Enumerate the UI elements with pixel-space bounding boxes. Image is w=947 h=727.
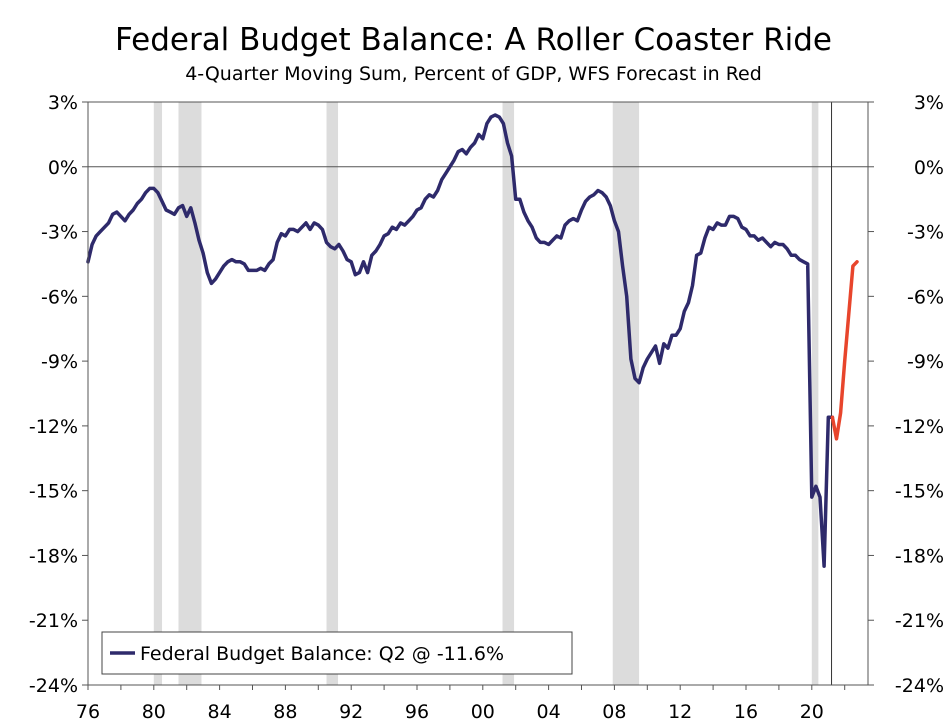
y-tick-label-right: 3% (914, 92, 944, 114)
x-tick-label: 96 (405, 701, 429, 723)
y-tick-label-left: -18% (29, 545, 78, 567)
x-tick-label: 20 (800, 701, 824, 723)
legend-label: Federal Budget Balance: Q2 @ -11.6% (140, 643, 504, 665)
legend-box (101, 631, 573, 675)
x-tick-label: 16 (734, 701, 758, 723)
x-tick-label: 12 (668, 701, 692, 723)
recession-band (502, 102, 515, 685)
legend: Federal Budget Balance: Q2 @ -11.6% (101, 631, 573, 675)
recession-band (178, 102, 202, 685)
y-tick-label-left: -15% (29, 481, 78, 503)
x-tick-label: 80 (142, 701, 166, 723)
recession-band (153, 102, 163, 685)
y-tick-label-right: -6% (907, 286, 944, 308)
y-tick-label-left: -21% (29, 610, 78, 632)
y-tick-label-right: -21% (895, 610, 944, 632)
x-tick-label: 84 (208, 701, 232, 723)
chart-subtitle: 4-Quarter Moving Sum, Percent of GDP, WF… (185, 63, 762, 85)
x-tick-label: 92 (339, 701, 363, 723)
plot-area-frame (87, 101, 869, 686)
recession-bands (153, 102, 819, 685)
x-tick-label: 76 (76, 701, 100, 723)
y-tick-label-left: -6% (41, 286, 78, 308)
forecast-line (830, 260, 859, 441)
y-tick-label-right: -9% (907, 351, 944, 373)
y-tick-label-left: 0% (48, 157, 78, 179)
y-tick-label-left: -12% (29, 416, 78, 438)
data-series (86, 113, 859, 568)
y-axis-left: 3% 0% -3% -6% -9% -12% -15% -18% -21% -24% (29, 92, 88, 697)
x-tick-label: 08 (602, 701, 626, 723)
recession-band (326, 102, 339, 685)
y-tick-label-left: 3% (48, 92, 78, 114)
x-axis: 76 80 84 88 92 96 00 04 08 12 16 20 (76, 685, 846, 723)
recession-band (612, 102, 640, 685)
chart-title: Federal Budget Balance: A Roller Coaster… (114, 22, 832, 58)
y-tick-label-right: 0% (914, 157, 944, 179)
y-tick-label-right: -15% (895, 481, 944, 503)
x-tick-label: 88 (273, 701, 297, 723)
y-axis-right: 3% 0% -3% -6% -9% -12% -15% -18% -21% -24% (868, 92, 944, 697)
y-tick-label-right: -3% (907, 222, 944, 244)
y-tick-label-left: -9% (41, 351, 78, 373)
x-tick-label: 00 (471, 701, 495, 723)
recession-band (811, 102, 819, 685)
x-tick-label: 04 (537, 701, 561, 723)
y-tick-label-right: -12% (895, 416, 944, 438)
y-tick-label-right: -18% (895, 545, 944, 567)
y-tick-label-left: -3% (41, 222, 78, 244)
y-tick-label-right: -24% (895, 675, 944, 697)
y-tick-label-left: -24% (29, 675, 78, 697)
budget-balance-line (86, 113, 835, 568)
